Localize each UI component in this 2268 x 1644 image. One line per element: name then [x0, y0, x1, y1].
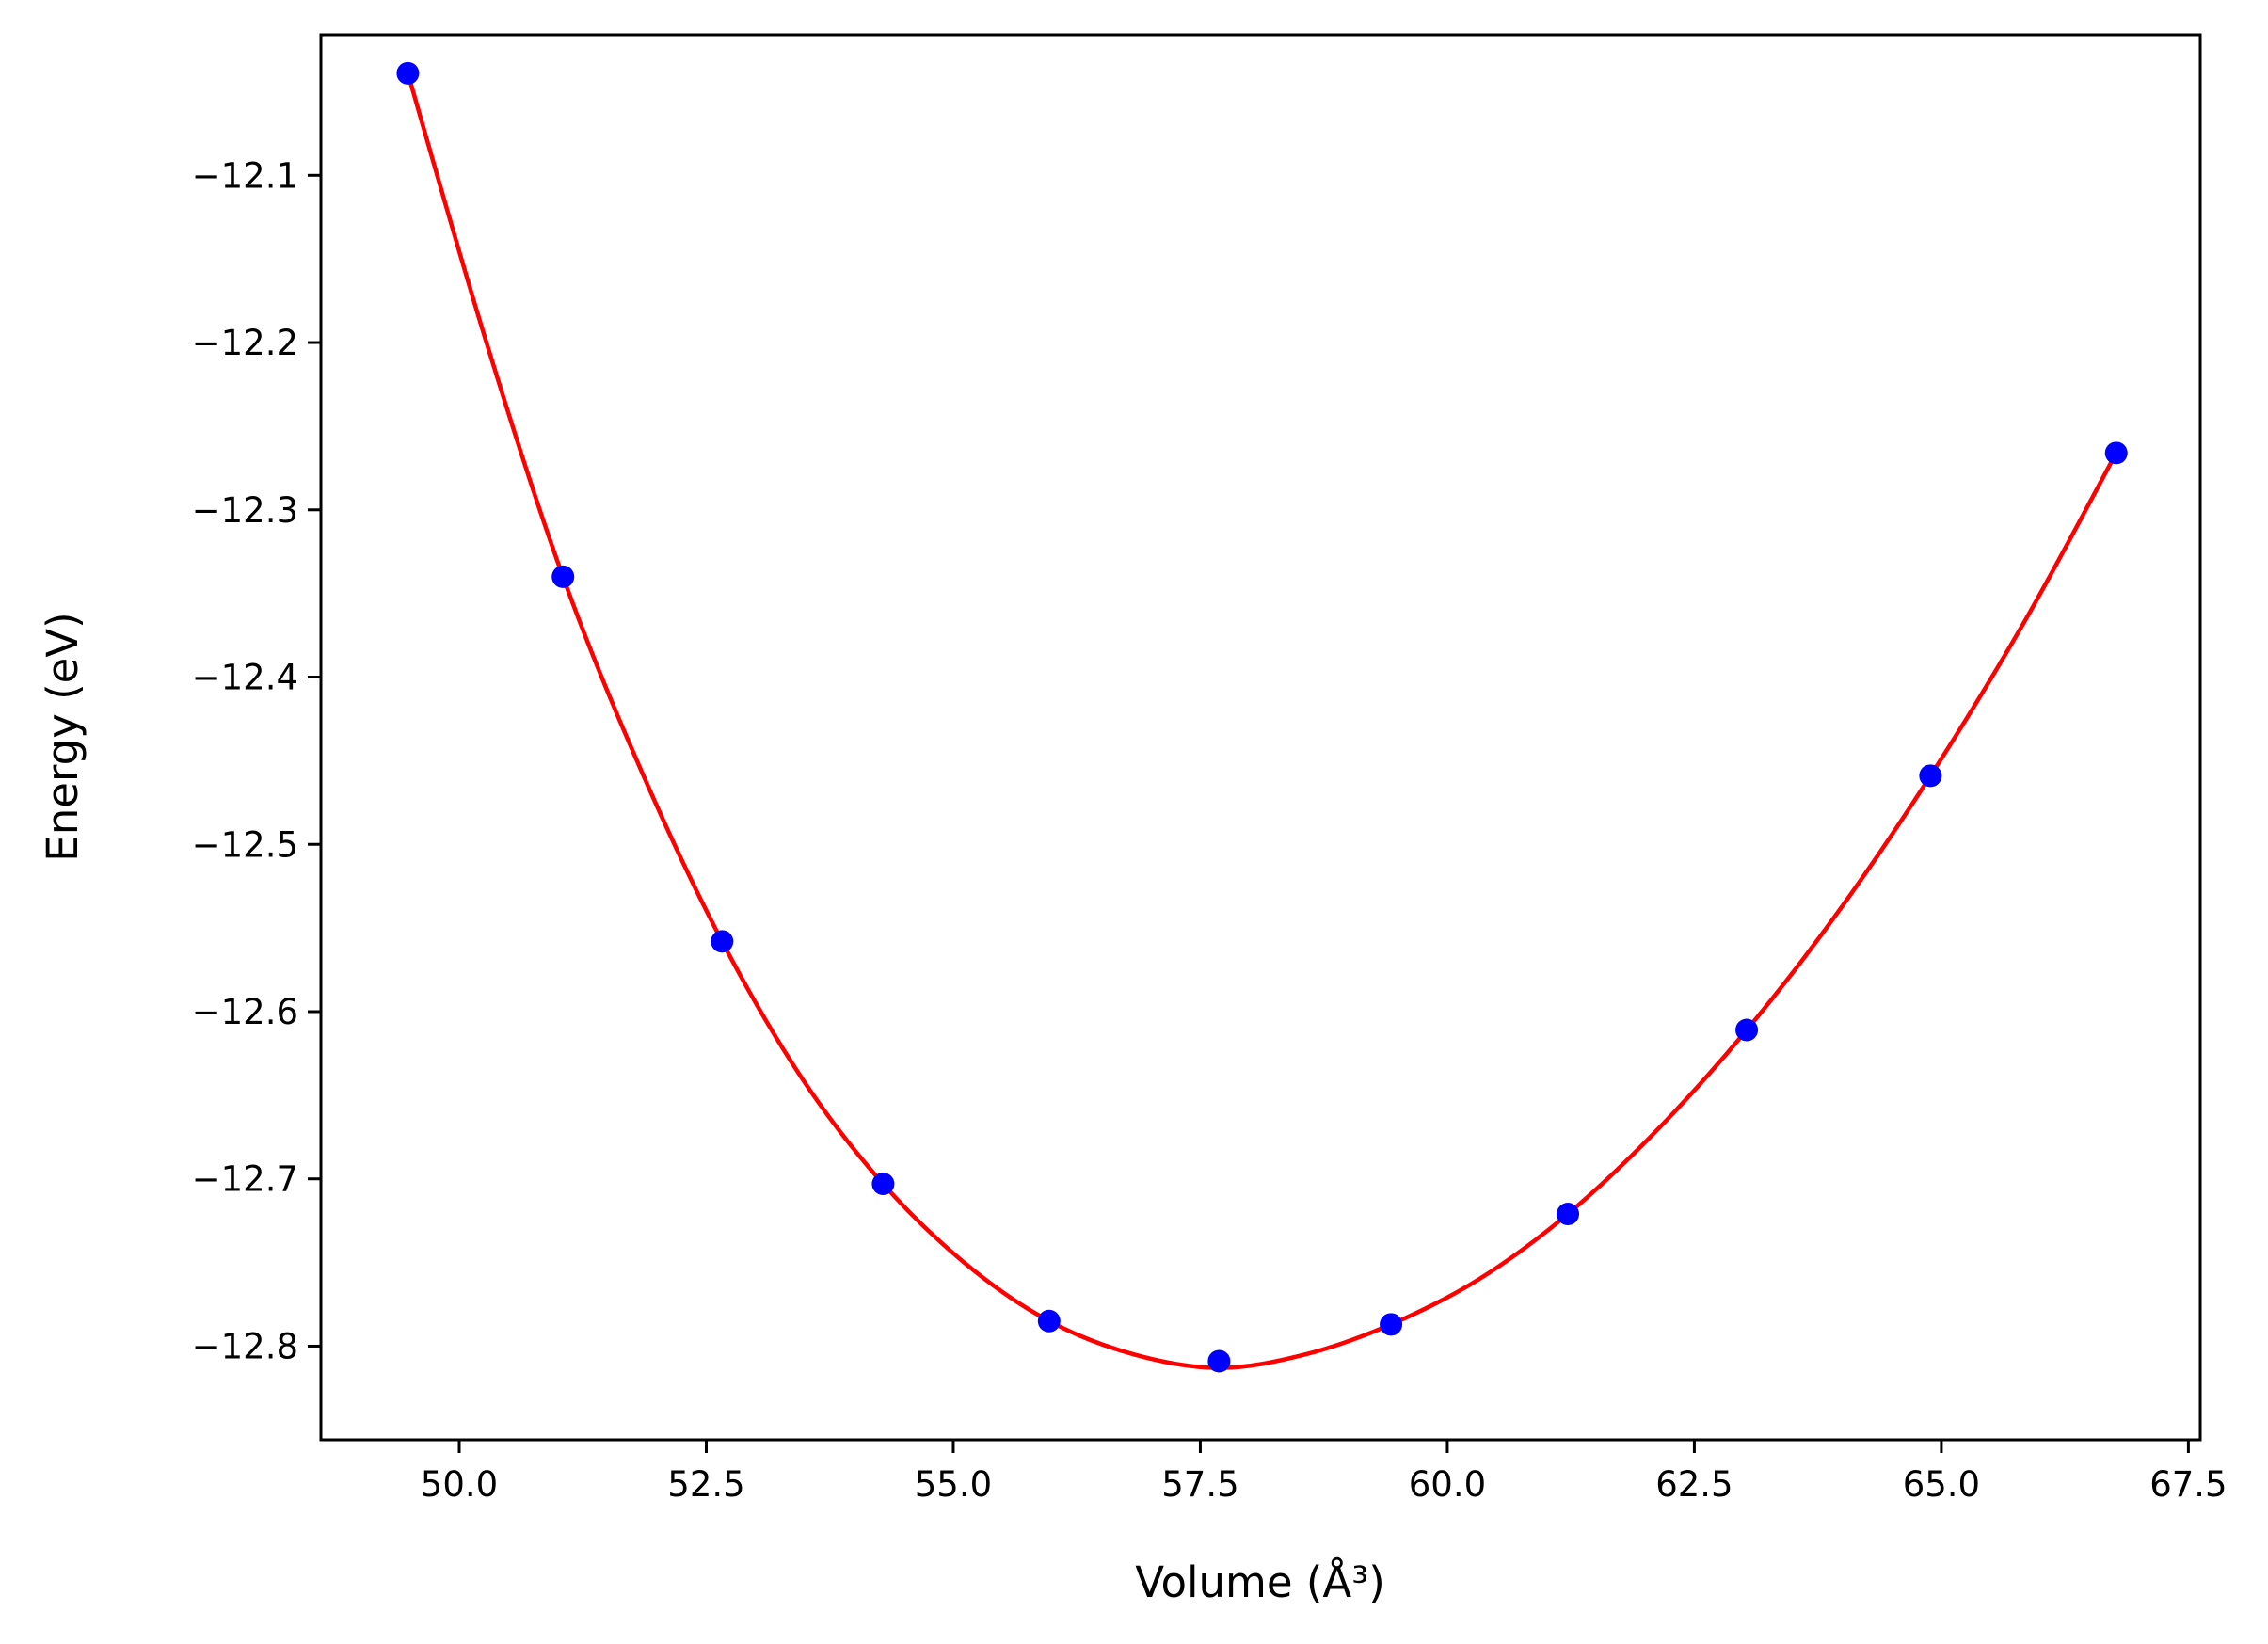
data-point [1037, 1309, 1061, 1333]
y-tick-label: −12.3 [192, 490, 298, 531]
x-axis-label: Volume (Å³) [1135, 1557, 1385, 1607]
x-tick-label: 60.0 [1409, 1464, 1486, 1505]
y-tick-label: −12.7 [192, 1159, 298, 1200]
plot-frame [319, 33, 2202, 1442]
y-axis-label: Energy (eV) [38, 612, 88, 861]
x-tick-label: 55.0 [915, 1464, 992, 1505]
data-point [1557, 1203, 1580, 1226]
x-tick-label: 52.5 [667, 1464, 744, 1505]
y-tick-label: −12.5 [192, 824, 298, 865]
y-tick-label: −12.2 [192, 323, 298, 363]
fit-curve-line [406, 72, 2118, 1370]
data-point [1207, 1349, 1231, 1373]
data-point [551, 565, 575, 588]
x-tick-label: 65.0 [1903, 1464, 1980, 1505]
y-tick-label: −12.4 [192, 658, 298, 698]
plot-area [396, 61, 2128, 1373]
x-tick-label: 57.5 [1161, 1464, 1238, 1505]
data-point [1919, 764, 1942, 788]
y-tick-label: −12.8 [192, 1326, 298, 1366]
y-tick-label: −12.6 [192, 992, 298, 1032]
data-point [1380, 1313, 1403, 1336]
data-point [711, 930, 734, 953]
y-tick-label: −12.1 [192, 155, 298, 196]
x-tick-label: 50.0 [421, 1464, 498, 1505]
data-point [2104, 441, 2128, 465]
x-tick-label: 67.5 [2149, 1464, 2227, 1505]
axis-ticks: 50.0 52.5 55.0 57.5 60.0 62.5 65.0 67.5 −12.1 −12… [192, 155, 2228, 1505]
x-tick-label: 62.5 [1655, 1464, 1733, 1505]
data-point [1735, 1018, 1759, 1042]
data-point [396, 61, 420, 85]
data-point [871, 1173, 895, 1196]
